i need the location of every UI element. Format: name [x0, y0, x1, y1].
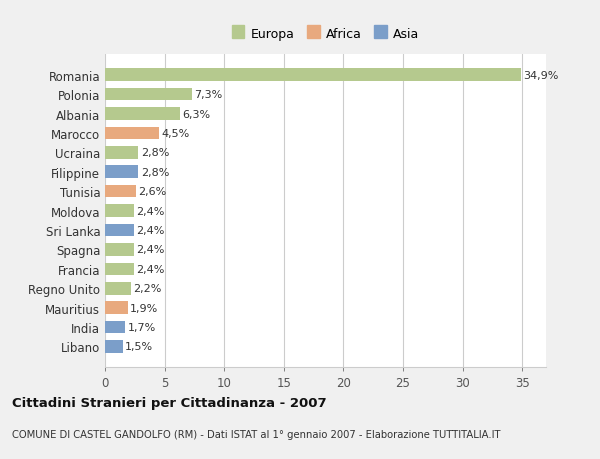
- Text: 2,8%: 2,8%: [141, 148, 169, 158]
- Bar: [105, 321, 125, 334]
- Text: COMUNE DI CASTEL GANDOLFO (RM) - Dati ISTAT al 1° gennaio 2007 - Elaborazione TU: COMUNE DI CASTEL GANDOLFO (RM) - Dati IS…: [12, 429, 500, 439]
- Text: 2,6%: 2,6%: [139, 187, 167, 197]
- Text: 34,9%: 34,9%: [523, 71, 559, 80]
- Text: 2,4%: 2,4%: [136, 245, 164, 255]
- Bar: [105, 127, 158, 140]
- Text: 1,9%: 1,9%: [130, 303, 158, 313]
- Bar: [105, 205, 134, 218]
- Text: 2,4%: 2,4%: [136, 264, 164, 274]
- Bar: [105, 224, 134, 237]
- Text: 7,3%: 7,3%: [194, 90, 223, 100]
- Bar: [105, 69, 521, 82]
- Bar: [105, 166, 139, 179]
- Bar: [105, 302, 128, 314]
- Text: 1,7%: 1,7%: [128, 322, 156, 332]
- Bar: [105, 147, 139, 159]
- Text: 6,3%: 6,3%: [182, 109, 211, 119]
- Bar: [105, 108, 180, 121]
- Text: 2,2%: 2,2%: [134, 284, 162, 294]
- Bar: [105, 263, 134, 275]
- Text: Cittadini Stranieri per Cittadinanza - 2007: Cittadini Stranieri per Cittadinanza - 2…: [12, 396, 326, 409]
- Text: 2,4%: 2,4%: [136, 225, 164, 235]
- Text: 1,5%: 1,5%: [125, 342, 154, 352]
- Legend: Europa, Africa, Asia: Europa, Africa, Asia: [228, 24, 423, 45]
- Bar: [105, 185, 136, 198]
- Bar: [105, 282, 131, 295]
- Text: 2,4%: 2,4%: [136, 206, 164, 216]
- Text: 4,5%: 4,5%: [161, 129, 189, 139]
- Bar: [105, 244, 134, 256]
- Bar: [105, 341, 123, 353]
- Text: 2,8%: 2,8%: [141, 168, 169, 177]
- Bar: [105, 89, 192, 101]
